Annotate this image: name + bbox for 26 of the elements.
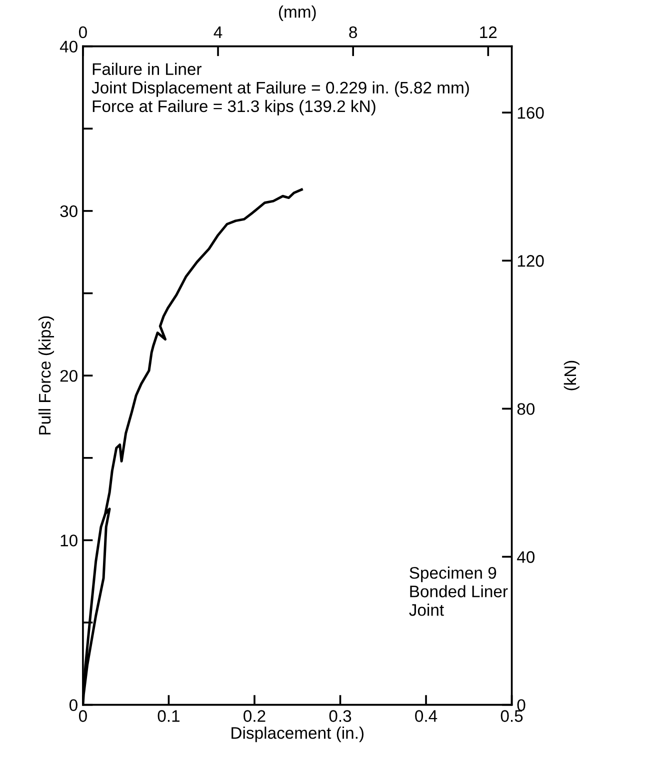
- x-tick-label: 0: [78, 710, 87, 722]
- x-tick-label: 0.2: [244, 710, 266, 722]
- x-tick-label: 0.3: [329, 710, 352, 722]
- x2-axis-title: (mm): [278, 6, 316, 22]
- x-tick-label: 0.5: [500, 710, 523, 722]
- x-tick-label: 0.1: [158, 710, 180, 722]
- x2-tick-label: 4: [214, 26, 222, 38]
- y-tick-label: 10: [60, 534, 78, 546]
- y-tick-label: 20: [60, 370, 78, 382]
- y-tick-label: 0: [69, 699, 78, 712]
- y2-axis-title: (kN): [564, 360, 580, 390]
- y-tick-label: 40: [60, 40, 78, 53]
- x2-tick-label: 12: [480, 26, 497, 38]
- annotation: Specimen 9 Bonded Liner Joint: [409, 566, 508, 616]
- y2-tick-label: 40: [517, 551, 535, 563]
- y-axis-title: Pull Force (kips): [38, 316, 54, 434]
- x2-tick-label: 8: [349, 26, 357, 38]
- x-axis-title: Displacement (in.): [232, 726, 364, 742]
- y2-tick-label: 120: [518, 255, 544, 267]
- y-tick-label: 30: [60, 205, 78, 218]
- y2-tick-label: 80: [517, 403, 535, 415]
- x2-tick-label: 0: [78, 26, 87, 38]
- y2-tick-label: 0: [517, 699, 526, 712]
- x-tick-label: 0.4: [415, 710, 438, 722]
- y2-tick-label: 160: [518, 106, 544, 119]
- annotation: Failure in Liner Joint Displacement at Failure = 0.229 in. (5.82 mm) Force at Failure = 31.3 kips (139.2 kN): [92, 62, 469, 116]
